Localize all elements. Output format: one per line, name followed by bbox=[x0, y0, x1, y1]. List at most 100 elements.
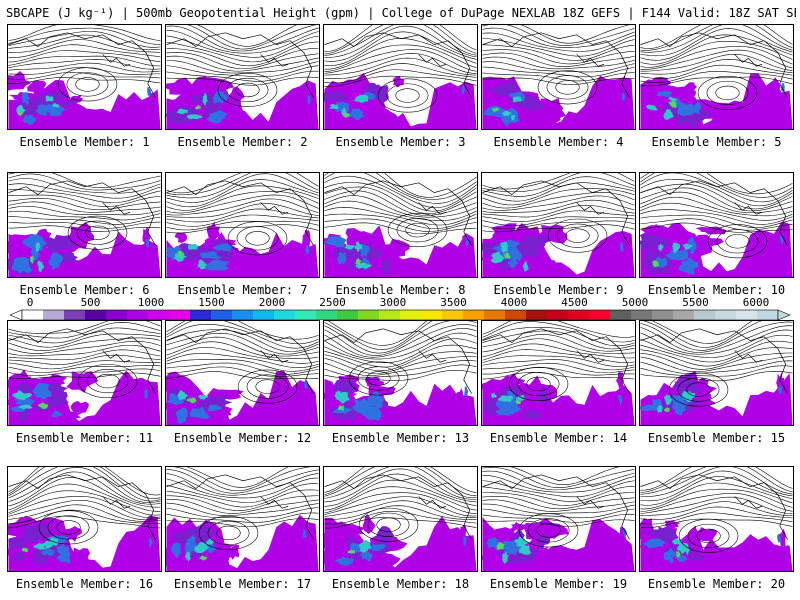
colorbar-tick-label: 3000 bbox=[379, 296, 407, 309]
colorbar-tick-label: 1000 bbox=[137, 296, 165, 309]
ensemble-member-plot-2 bbox=[166, 25, 319, 129]
colorbar-tick-label: 4000 bbox=[500, 296, 528, 309]
colorbar-swatch bbox=[22, 310, 44, 320]
colorbar-swatch bbox=[568, 310, 590, 320]
colorbar-swatch bbox=[421, 310, 443, 320]
colorbar-max-arrow bbox=[777, 309, 791, 320]
ensemble-member-caption: Ensemble Member: 20 bbox=[647, 577, 786, 591]
colorbar-swatch bbox=[43, 310, 65, 320]
colorbar-tick-label: 4500 bbox=[561, 296, 588, 309]
ensemble-member-map-10 bbox=[639, 172, 794, 278]
colorbar-min-arrow bbox=[9, 309, 23, 320]
ensemble-member-plot-5 bbox=[640, 25, 793, 129]
colorbar-swatch bbox=[253, 310, 275, 320]
colorbar-swatch bbox=[337, 310, 359, 320]
colorbar-swatch bbox=[673, 310, 695, 320]
ensemble-member-caption: Ensemble Member: 1 bbox=[19, 135, 150, 149]
colorbar-swatch bbox=[736, 310, 758, 320]
colorbar-swatch bbox=[316, 310, 338, 320]
colorbar-swatch bbox=[106, 310, 128, 320]
ensemble-member-map-14 bbox=[481, 320, 636, 426]
colorbar-swatch bbox=[64, 310, 86, 320]
colorbar-tick-label: 1500 bbox=[198, 296, 225, 309]
ensemble-member-caption: Ensemble Member: 4 bbox=[493, 135, 624, 149]
ensemble-member-plot-7 bbox=[166, 173, 319, 277]
ensemble-member-plot-9 bbox=[482, 173, 635, 277]
ensemble-member-map-5 bbox=[639, 24, 794, 130]
ensemble-member-map-8 bbox=[323, 172, 478, 278]
colorbar-tick-label: 2500 bbox=[319, 296, 346, 309]
ensemble-member-caption: Ensemble Member: 13 bbox=[331, 431, 470, 445]
ensemble-member-map-4 bbox=[481, 24, 636, 130]
ensemble-member-caption: Ensemble Member: 14 bbox=[489, 431, 628, 445]
colorbar-swatch bbox=[484, 310, 506, 320]
colorbar-swatch bbox=[148, 310, 170, 320]
ensemble-member-caption: Ensemble Member: 12 bbox=[173, 431, 312, 445]
ensemble-member-map-9 bbox=[481, 172, 636, 278]
ensemble-member-caption: Ensemble Member: 11 bbox=[15, 431, 154, 445]
ensemble-member-plot-10 bbox=[640, 173, 793, 277]
colorbar-swatch bbox=[211, 310, 233, 320]
colorbar-tick-label: 500 bbox=[80, 296, 101, 309]
colorbar-swatch bbox=[274, 310, 296, 320]
ensemble-member-plot-13 bbox=[324, 321, 477, 425]
colorbar-swatch bbox=[652, 310, 674, 320]
ensemble-member-map-13 bbox=[323, 320, 478, 426]
ensemble-member-caption: Ensemble Member: 18 bbox=[331, 577, 470, 591]
ensemble-member-caption: Ensemble Member: 19 bbox=[489, 577, 628, 591]
colorbar-swatch bbox=[127, 310, 149, 320]
ensemble-member-plot-8 bbox=[324, 173, 477, 277]
cape-colorbar bbox=[9, 309, 791, 320]
ensemble-member-plot-12 bbox=[166, 321, 319, 425]
colorbar-swatch bbox=[232, 310, 254, 320]
ensemble-member-plot-3 bbox=[324, 25, 477, 129]
ensemble-member-map-11 bbox=[7, 320, 162, 426]
ensemble-member-caption: Ensemble Member: 16 bbox=[15, 577, 154, 591]
colorbar-swatch bbox=[547, 310, 569, 320]
ensemble-member-caption: Ensemble Member: 17 bbox=[173, 577, 312, 591]
ensemble-member-plot-19 bbox=[482, 467, 635, 571]
ensemble-member-caption: Ensemble Member: 6 bbox=[19, 283, 150, 297]
colorbar-swatch bbox=[589, 310, 611, 320]
ensemble-member-map-15 bbox=[639, 320, 794, 426]
ensemble-member-map-6 bbox=[7, 172, 162, 278]
colorbar-swatch bbox=[400, 310, 422, 320]
colorbar-swatch bbox=[505, 310, 527, 320]
ensemble-member-plot-1 bbox=[8, 25, 161, 129]
ensemble-member-plot-14 bbox=[482, 321, 635, 425]
ensemble-member-map-16 bbox=[7, 466, 162, 572]
ensemble-member-plot-6 bbox=[8, 173, 161, 277]
ensemble-member-caption: Ensemble Member: 9 bbox=[493, 283, 624, 297]
ensemble-member-caption: Ensemble Member: 2 bbox=[177, 135, 308, 149]
ensemble-member-map-3 bbox=[323, 24, 478, 130]
ensemble-member-map-7 bbox=[165, 172, 320, 278]
ensemble-member-caption: Ensemble Member: 3 bbox=[335, 135, 466, 149]
ensemble-member-caption: Ensemble Member: 10 bbox=[647, 283, 786, 297]
ensemble-member-map-1 bbox=[7, 24, 162, 130]
colorbar-swatch bbox=[694, 310, 716, 320]
ensemble-member-map-12 bbox=[165, 320, 320, 426]
colorbar-swatch bbox=[358, 310, 380, 320]
colorbar-swatch bbox=[442, 310, 464, 320]
colorbar-swatch bbox=[715, 310, 737, 320]
ensemble-member-plot-18 bbox=[324, 467, 477, 571]
colorbar-swatch bbox=[631, 310, 653, 320]
colorbar-tick-label: 2000 bbox=[258, 296, 286, 309]
ensemble-member-plot-4 bbox=[482, 25, 635, 129]
ensemble-member-caption: Ensemble Member: 8 bbox=[335, 283, 466, 297]
ensemble-member-map-2 bbox=[165, 24, 320, 130]
colorbar-swatch bbox=[757, 310, 779, 320]
ensemble-member-plot-11 bbox=[8, 321, 161, 425]
colorbar-swatch bbox=[379, 310, 401, 320]
colorbar-tick-label: 3500 bbox=[440, 296, 467, 309]
colorbar-swatch bbox=[85, 310, 107, 320]
ensemble-member-map-19 bbox=[481, 466, 636, 572]
colorbar-tick-label: 5000 bbox=[621, 296, 649, 309]
ensemble-member-caption: Ensemble Member: 15 bbox=[647, 431, 786, 445]
colorbar-swatch bbox=[610, 310, 632, 320]
colorbar-swatch bbox=[295, 310, 317, 320]
ensemble-member-plot-16 bbox=[8, 467, 161, 571]
colorbar-tick-label: 0 bbox=[26, 296, 34, 309]
colorbar-swatch bbox=[169, 310, 191, 320]
colorbar-tick-label: 5500 bbox=[682, 296, 709, 309]
